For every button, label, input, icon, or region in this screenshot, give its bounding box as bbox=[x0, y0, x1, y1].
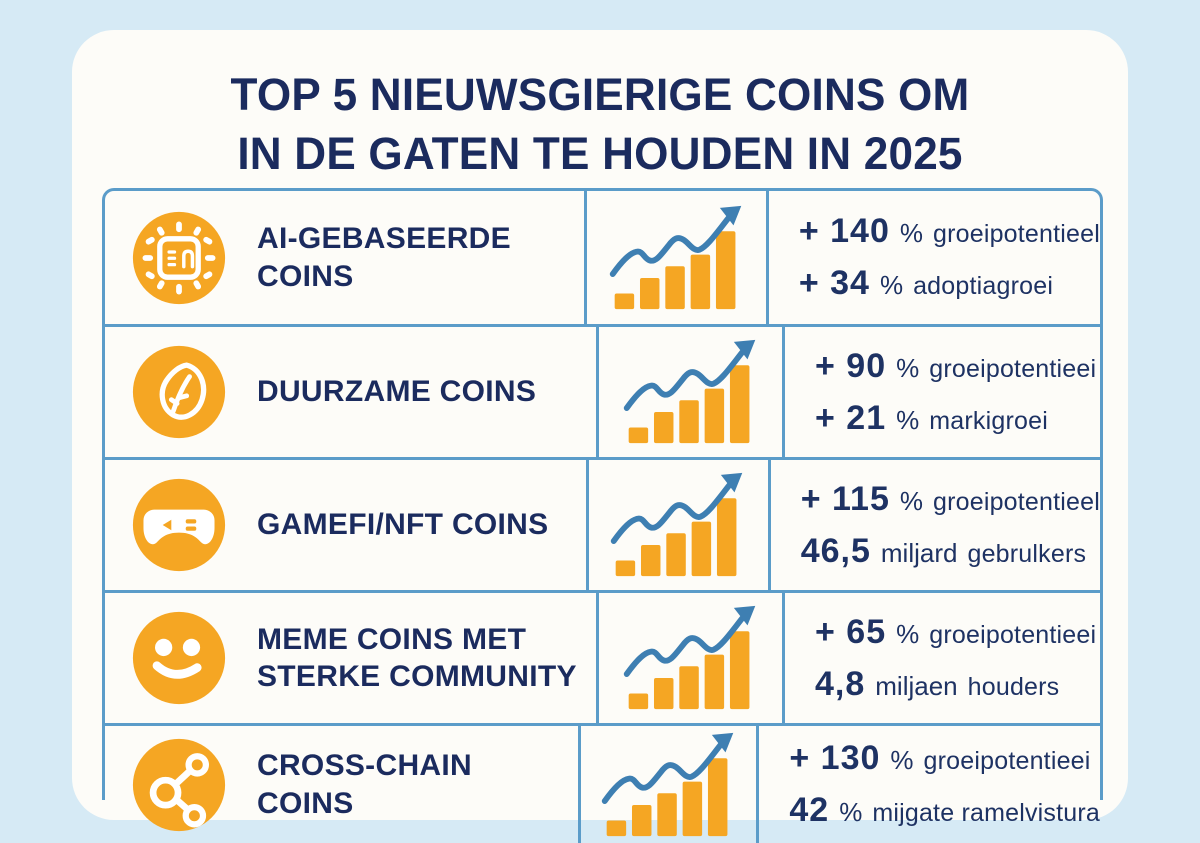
coin-cell: AI-GEBASEERDE COINS bbox=[105, 191, 584, 324]
stat-label: groeipotentieel bbox=[932, 220, 1100, 248]
coin-cell: DUURZAME COINS bbox=[105, 327, 596, 457]
stat-value: + 115 bbox=[800, 479, 890, 518]
chart-cell bbox=[577, 726, 760, 843]
stat-value: + 140 bbox=[798, 212, 890, 250]
stat-label: markigroei bbox=[929, 406, 1048, 435]
stat-line: + 21 % markigroei bbox=[815, 399, 1100, 438]
leaf-icon bbox=[131, 344, 227, 440]
chart-cell bbox=[584, 191, 769, 324]
table-row: DUURZAME COINS + 90 % groeipotentieei + … bbox=[105, 324, 1100, 457]
stat-unit: miljard bbox=[880, 537, 958, 568]
stat-label: adoptiagroei bbox=[913, 272, 1054, 300]
coin-cell: CROSS-CHAIN COINS bbox=[105, 726, 578, 843]
coin-name: DUURZAME COINS bbox=[257, 375, 537, 409]
stat-label: groeipotentieei bbox=[923, 747, 1091, 775]
smiley-icon bbox=[131, 610, 227, 706]
bar-chart-trend-icon bbox=[622, 602, 760, 714]
stat-line: + 90 % groeipotentieei bbox=[815, 347, 1100, 386]
stats-cell: + 140 % groeipotentieel + 34 % adoptiagr… bbox=[769, 191, 1100, 324]
bar-chart-trend-icon bbox=[609, 469, 747, 581]
stat-line: + 130 % groeipotentieei bbox=[789, 739, 1100, 778]
page-title: TOP 5 NIEUWSGIERIGE COINS OM IN DE GATEN… bbox=[83, 66, 1118, 183]
stat-line: + 34 % adoptiagroei bbox=[799, 264, 1100, 303]
stat-label: groeipotentieel bbox=[932, 487, 1100, 516]
stats-cell: + 90 % groeipotentieei + 21 % markigroei bbox=[785, 327, 1100, 457]
bar-chart-trend-icon bbox=[608, 202, 746, 314]
stat-value: 42 bbox=[789, 791, 830, 829]
coins-table: AI-GEBASEERDE COINS + 140 % groeipotenti… bbox=[102, 188, 1103, 843]
stat-value: + 21 bbox=[815, 398, 887, 437]
ai-chip-icon bbox=[131, 210, 227, 306]
chart-cell bbox=[596, 593, 785, 723]
stat-label: groeipotentieei bbox=[929, 354, 1097, 383]
bar-chart-trend-icon bbox=[622, 336, 760, 448]
stat-value: + 65 bbox=[815, 612, 887, 651]
stat-label: gebrulkers bbox=[967, 539, 1087, 568]
chart-cell bbox=[596, 327, 785, 457]
stat-line: 42 % mijgate ramelvistura bbox=[789, 791, 1100, 830]
stat-value: + 130 bbox=[789, 739, 881, 777]
stat-line: + 115 % groeipotentieel bbox=[801, 480, 1100, 519]
table-row: CROSS-CHAIN COINS + 130 % groeipotentiee… bbox=[105, 723, 1100, 843]
stat-label: houders bbox=[967, 672, 1060, 701]
stat-value: 4,8 bbox=[815, 664, 866, 703]
coin-name: CROSS-CHAIN COINS bbox=[257, 749, 472, 820]
chart-cell bbox=[585, 460, 771, 590]
table-row: GAMEFI/NFT COINS + 115 % groeipotentieel… bbox=[105, 457, 1100, 590]
coin-name: GAMEFI/NFT COINS bbox=[257, 508, 549, 542]
coin-name: MEME COINS MET STERKE COMMUNITY bbox=[257, 622, 577, 694]
coin-name: AI-GEBASEERDE COINS bbox=[257, 222, 511, 293]
title-line-2: IN DE GATEN TE HOUDEN IN 2025 bbox=[237, 127, 963, 179]
stat-value: + 90 bbox=[815, 346, 887, 385]
gamepad-icon bbox=[131, 477, 227, 573]
coin-cell: GAMEFI/NFT COINS bbox=[105, 460, 586, 590]
stat-unit: % bbox=[899, 485, 923, 516]
bar-chart-trend-icon bbox=[600, 729, 738, 841]
stat-unit: % bbox=[890, 745, 914, 775]
stats-cell: + 130 % groeipotentieei 42 % mijgate ram… bbox=[759, 726, 1100, 843]
table-row: AI-GEBASEERDE COINS + 140 % groeipotenti… bbox=[105, 191, 1100, 324]
stat-value: 46,5 bbox=[800, 531, 871, 570]
stat-unit: % bbox=[896, 618, 920, 649]
coin-cell: MEME COINS MET STERKE COMMUNITY bbox=[105, 593, 596, 723]
stat-unit: % bbox=[896, 352, 920, 383]
stat-unit: % bbox=[899, 218, 923, 248]
stat-line: + 140 % groeipotentieel bbox=[799, 212, 1100, 251]
stat-unit: % bbox=[896, 404, 920, 435]
title-line-1: TOP 5 NIEUWSGIERIGE COINS OM bbox=[230, 69, 970, 120]
stat-line: + 65 % groeipotentieei bbox=[815, 613, 1100, 652]
stat-line: 4,8 miljaen houders bbox=[815, 665, 1100, 704]
share-network-icon bbox=[131, 737, 227, 833]
stat-unit: % bbox=[879, 270, 904, 300]
stat-label: groeipotentieei bbox=[929, 620, 1097, 649]
stats-cell: + 65 % groeipotentieei 4,8 miljaen houde… bbox=[785, 593, 1100, 723]
stat-value: + 34 bbox=[798, 264, 870, 302]
stat-unit: miljaen bbox=[875, 670, 958, 701]
stat-line: 46,5 miljard gebrulkers bbox=[801, 532, 1100, 571]
stat-label: mijgate ramelvistura bbox=[872, 799, 1100, 827]
stats-cell: + 115 % groeipotentieel 46,5 miljard geb… bbox=[771, 460, 1100, 590]
table-row: MEME COINS MET STERKE COMMUNITY + 65 % g… bbox=[105, 590, 1100, 723]
stat-unit: % bbox=[839, 797, 863, 827]
infographic-card: TOP 5 NIEUWSGIERIGE COINS OM IN DE GATEN… bbox=[72, 30, 1128, 843]
